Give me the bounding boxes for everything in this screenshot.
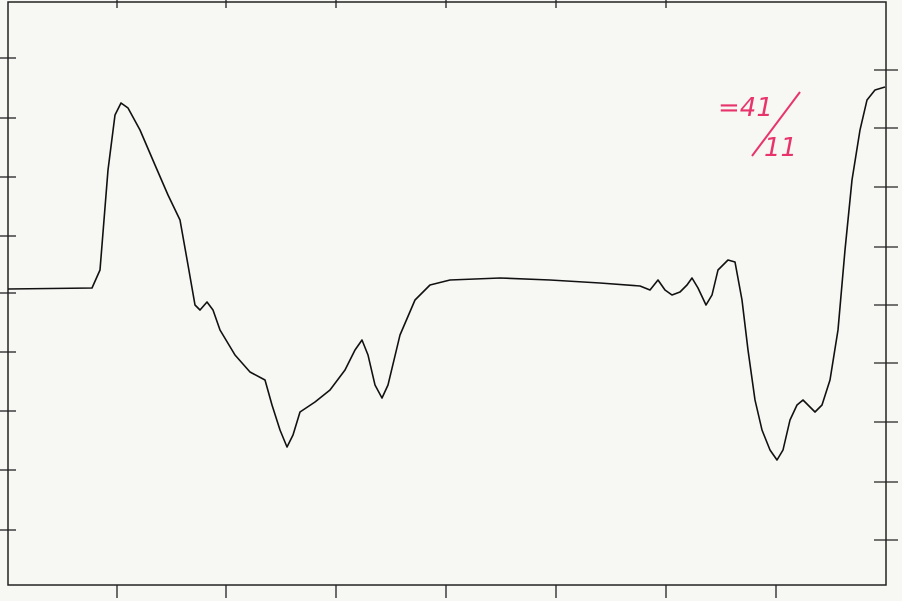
note-slash xyxy=(751,91,801,157)
note-numerator: =41 xyxy=(718,93,773,123)
handwritten-note: =41 11 xyxy=(718,91,801,163)
trace xyxy=(7,86,886,461)
note-denominator: 11 xyxy=(764,133,797,163)
